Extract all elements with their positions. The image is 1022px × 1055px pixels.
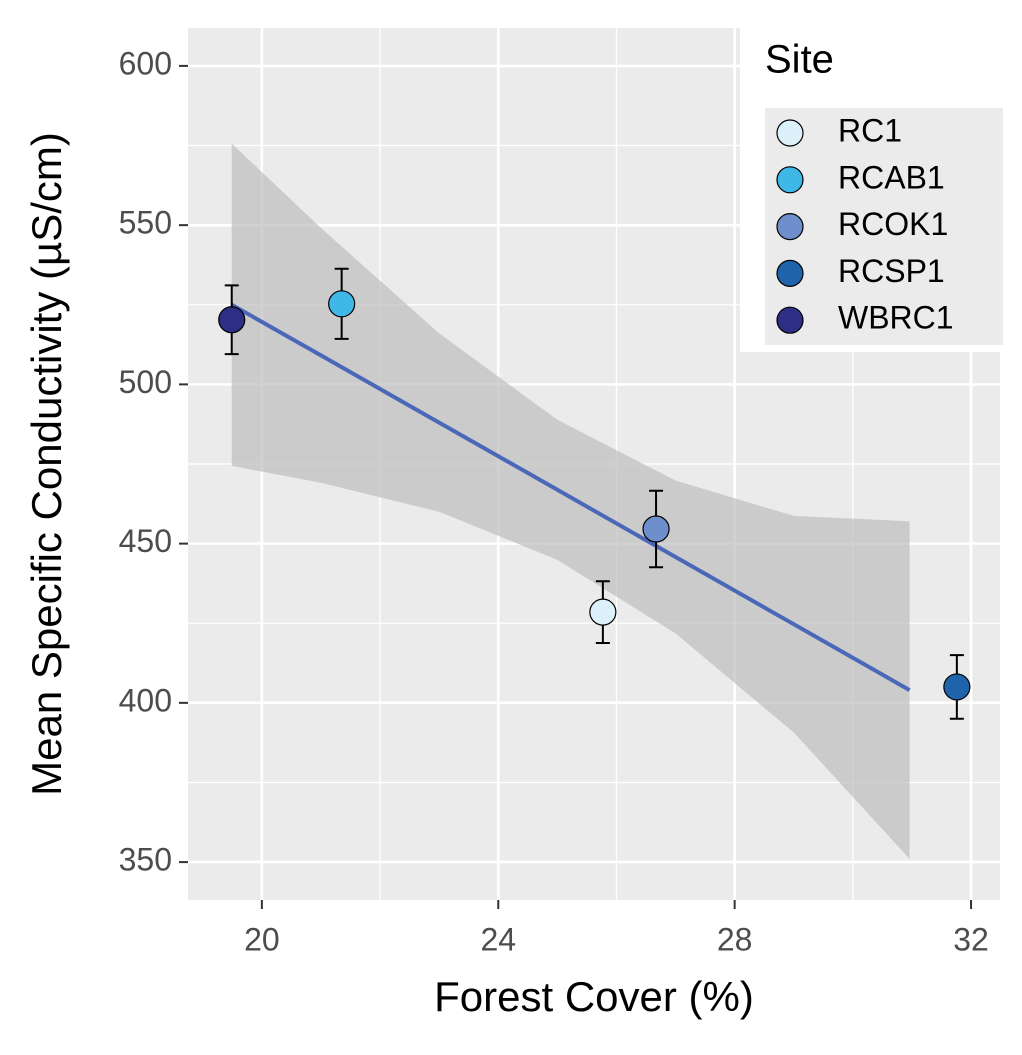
legend-swatch [776,119,804,147]
legend-swatch [776,213,804,241]
legend-label: RCOK1 [838,206,948,242]
x-tick-label: 28 [717,921,753,957]
fit-line [230,303,911,692]
legend-label: RC1 [838,112,902,148]
confidence-band [231,143,910,859]
legend-label: RCSP1 [838,253,945,289]
y-tick-label: 400 [119,682,172,718]
y-tick-label: 550 [119,205,172,241]
x-tick-label: 24 [480,921,516,957]
legend-swatch [776,306,804,334]
y-axis-title: Mean Specific Conductivity (µS/cm) [23,132,70,796]
y-tick-label: 500 [119,364,172,400]
legend-label: RCAB1 [838,159,945,195]
x-tick-label: 32 [953,921,989,957]
axes: 20 24 28 32 350 400 450 500 550 600 [119,45,989,957]
legend-swatch [776,166,804,194]
y-tick-label: 450 [119,523,172,559]
legend-label: WBRC1 [838,300,954,336]
legend: RC1 RCAB1 RCOK1 RCSP1 WBRC1 [776,112,954,336]
legend-keys [765,108,1003,345]
x-axis-title: Forest Cover (%) [434,973,754,1020]
plot-area [218,143,971,859]
x-tick-label: 20 [244,921,280,957]
y-tick-label: 350 [119,842,172,878]
legend-title: Site [765,38,834,82]
point [218,306,246,334]
point [328,290,356,318]
legend-swatch [776,259,804,287]
point [589,598,617,626]
y-tick-label: 600 [119,45,172,81]
point [943,673,971,701]
point [642,515,670,543]
